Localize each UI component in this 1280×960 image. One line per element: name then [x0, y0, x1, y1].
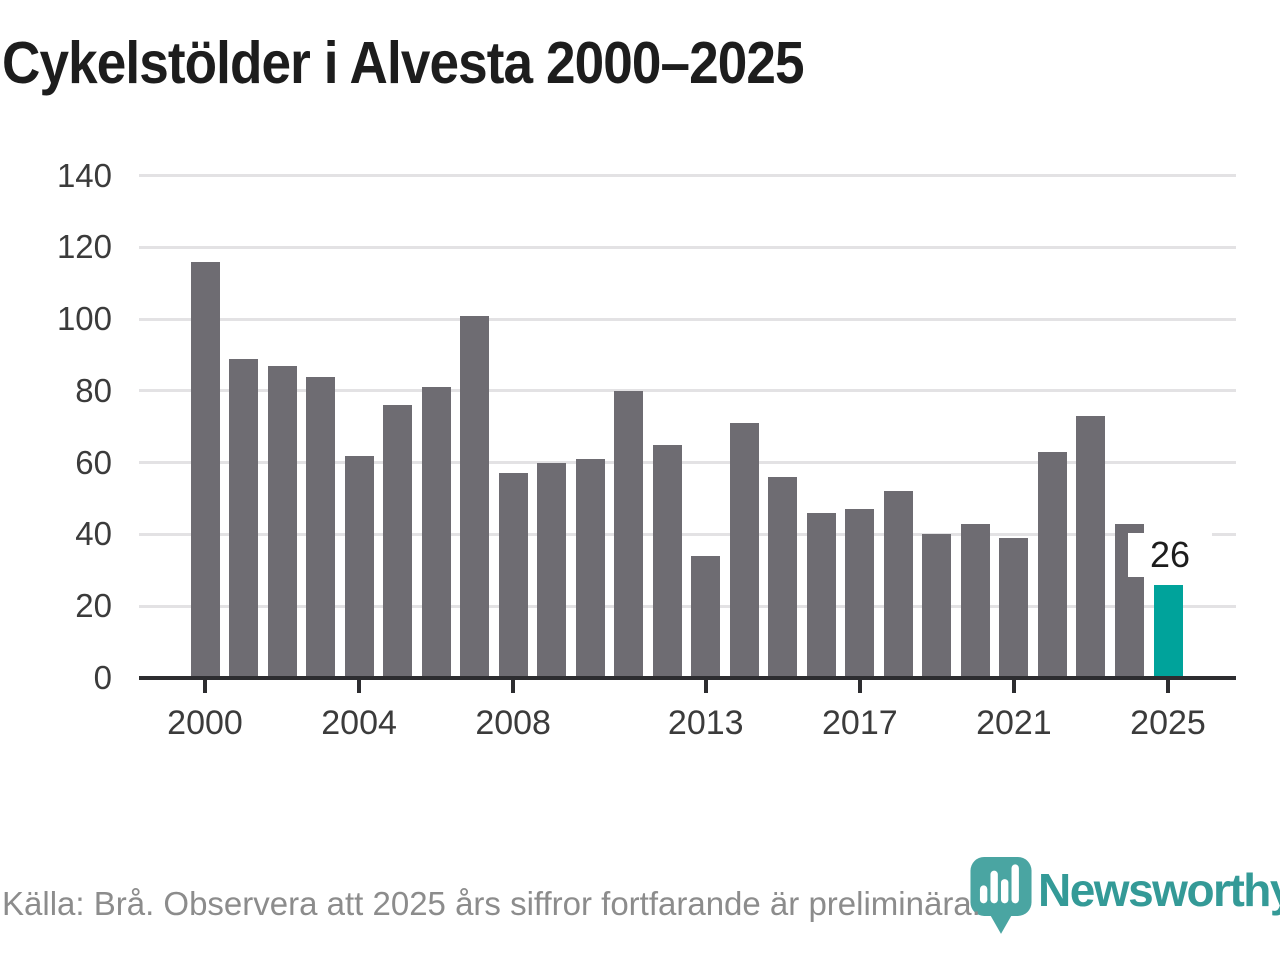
x-axis-line	[139, 676, 1236, 680]
y-axis-label-140: 140	[56, 156, 112, 194]
gridline-20	[139, 604, 1236, 608]
bar-2010	[575, 459, 605, 678]
x-axis-label-2021: 2021	[976, 704, 1052, 742]
bar-2023	[1076, 416, 1106, 678]
y-axis-label-20: 20	[75, 587, 112, 625]
bar-chart-plot: 0 20 40 60 80 100 120 140 2000 2004 2008 2013 2017 20…	[56, 156, 1236, 742]
x-tick-2025	[1166, 680, 1170, 693]
bar-2025	[1153, 584, 1183, 678]
x-axis-label-2004: 2004	[321, 704, 397, 742]
x-tick-2021	[1011, 680, 1016, 693]
y-axis-label-120: 120	[56, 228, 112, 266]
gridline-60	[139, 461, 1236, 465]
x-axis-label-2017: 2017	[822, 704, 898, 742]
bar-2008	[498, 473, 528, 678]
bar-2019	[922, 534, 952, 678]
gridline-40	[139, 532, 1236, 536]
bar-2017	[845, 509, 875, 678]
bar-2009	[537, 462, 567, 678]
gridline-140	[139, 174, 1236, 178]
x-tick-2013	[703, 680, 708, 693]
x-axis-label-2025: 2025	[1130, 704, 1206, 742]
bar-2021	[999, 538, 1029, 678]
newsworthy-logo	[965, 857, 1037, 942]
bar-2012	[652, 444, 682, 678]
y-axis-label-100: 100	[56, 300, 112, 338]
x-axis-label-2000: 2000	[167, 704, 243, 742]
newsworthy-wordmark: Newsworthy	[1038, 864, 1280, 916]
bar-2003	[306, 376, 336, 678]
gridline-100	[139, 317, 1236, 321]
y-axis-label-0: 0	[93, 659, 112, 696]
bar-2020	[960, 523, 990, 678]
newsworthy-pin-icon	[970, 857, 1032, 934]
bar-2011	[614, 390, 644, 678]
x-tick-2000	[203, 680, 207, 693]
bar-2018	[883, 491, 913, 678]
bar-2005	[383, 405, 413, 678]
bar-value-label-2025: 26	[1128, 532, 1212, 577]
bar-2006	[421, 387, 451, 678]
x-tick-2004	[357, 680, 362, 693]
y-axis-label-80: 80	[75, 371, 112, 409]
bar-2015	[768, 477, 798, 678]
bar-2014	[729, 423, 759, 678]
chart-title: Cykelstölder i Alvesta 2000–2025	[2, 30, 805, 96]
x-tick-2017	[857, 680, 862, 693]
bar-2016	[806, 512, 836, 678]
bar-2002	[267, 365, 297, 678]
x-axis-label-2013: 2013	[667, 704, 744, 742]
gridline-120	[139, 245, 1236, 249]
bar-2013	[691, 556, 721, 678]
gridline-80	[139, 389, 1236, 393]
bar-2022	[1037, 451, 1067, 678]
bar-2001	[229, 358, 259, 678]
bar-2007	[460, 315, 490, 678]
x-tick-2008	[511, 680, 516, 693]
source-note: Källa: Brå. Observera att 2025 års siffr…	[2, 885, 981, 922]
y-axis-label-40: 40	[75, 515, 112, 553]
bar-2004	[344, 455, 374, 678]
y-axis-label-60: 60	[75, 443, 112, 481]
bar-2000	[190, 261, 220, 678]
x-axis-label-2008: 2008	[475, 704, 551, 742]
